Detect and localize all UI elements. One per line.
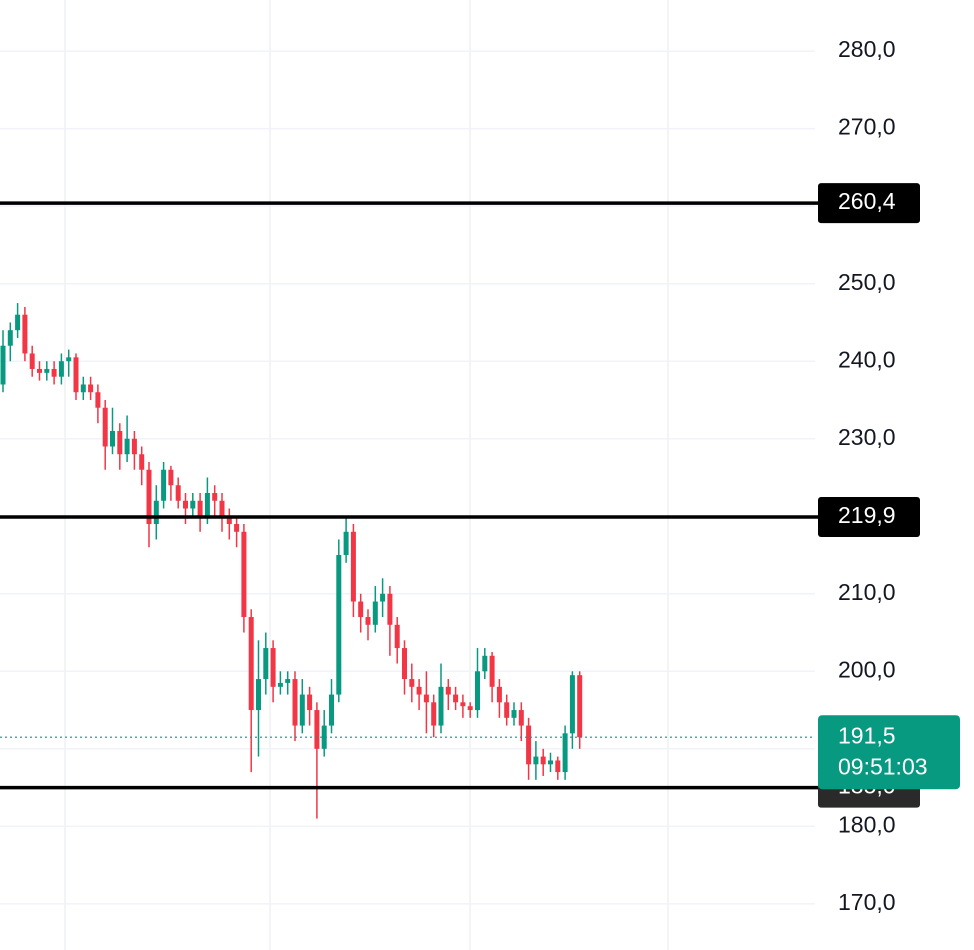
candle-body: [110, 430, 115, 447]
candle-body: [329, 694, 334, 726]
candle-body: [423, 694, 429, 703]
candle-body: [431, 702, 437, 726]
candle-body: [321, 725, 327, 749]
candle-body: [248, 617, 254, 711]
countdown-label: 09:51:03: [838, 753, 928, 779]
last-price-box: [818, 715, 960, 790]
candle-body: [256, 679, 261, 711]
candle-body: [467, 706, 473, 711]
y-tick-label: 270,0: [838, 114, 896, 140]
y-tick-label: 240,0: [838, 346, 896, 372]
candle-body: [358, 601, 364, 618]
candle-body: [0, 345, 6, 385]
candle-body: [58, 361, 64, 377]
candle-body: [533, 756, 539, 765]
candle-body: [577, 675, 583, 738]
candle-body: [80, 384, 86, 393]
candle-body: [204, 493, 210, 517]
candle-body: [22, 314, 28, 354]
y-tick-label: 210,0: [838, 579, 896, 605]
level-label: 219,9: [838, 502, 896, 528]
candle-body: [475, 671, 480, 711]
y-tick-label: 200,0: [838, 656, 896, 682]
candle-body: [292, 679, 298, 726]
candle-body: [562, 733, 568, 773]
candle-body: [270, 648, 276, 687]
y-tick-label: 170,0: [838, 889, 896, 915]
candle-body: [168, 469, 174, 486]
y-tick-label: 250,0: [838, 269, 896, 295]
candle-body: [314, 710, 320, 749]
candle-body: [365, 617, 371, 625]
candle-body: [299, 694, 305, 726]
candle-body: [124, 438, 130, 455]
candle-body: [153, 500, 159, 525]
candle-body: [7, 330, 13, 346]
y-tick-label: 180,0: [838, 811, 896, 837]
candle-body: [343, 531, 349, 556]
candle-body: [277, 682, 283, 687]
candle-body: [88, 384, 94, 393]
candle-body: [190, 500, 196, 509]
candle-body: [66, 357, 72, 362]
candle-body: [117, 430, 123, 455]
candle-body: [37, 368, 42, 373]
candle-body: [29, 353, 35, 369]
candle-body: [212, 493, 218, 501]
candle-body: [540, 756, 546, 765]
candle-body: [548, 760, 553, 765]
labels-layer: 170,0180,0190,0200,0210,0220,0230,0240,0…: [818, 36, 960, 915]
candle-body: [234, 524, 240, 532]
candle-body: [460, 702, 466, 707]
candle-body: [241, 531, 247, 618]
candle-body: [73, 357, 79, 393]
candle-body: [307, 694, 313, 711]
level-label: 260,4: [838, 188, 896, 214]
y-tick-label: 230,0: [838, 424, 896, 450]
candle-body: [183, 500, 188, 509]
candle-body: [402, 648, 407, 680]
candle-body: [146, 469, 152, 525]
level-label-box: [818, 183, 920, 224]
candle-body: [438, 686, 444, 726]
candle-body: [394, 624, 400, 649]
candle-body: [15, 314, 21, 331]
candle-body: [489, 655, 495, 687]
candle-body: [387, 593, 393, 625]
y-tick-label: 280,0: [838, 36, 896, 62]
candle-body: [51, 368, 57, 377]
candle-body: [285, 679, 291, 683]
marks-layer: [0, 201, 818, 819]
candle-body: [555, 760, 561, 773]
candle-body: [197, 500, 203, 517]
level-label-box: [818, 497, 920, 538]
candle-body: [175, 485, 181, 501]
last-price-label: 191,5: [838, 722, 896, 748]
candle-body: [350, 531, 356, 602]
candle-body: [131, 438, 137, 455]
candle-body: [569, 675, 575, 734]
candle-body: [445, 686, 451, 695]
candle-body: [263, 648, 269, 680]
candle-body: [409, 679, 415, 687]
candle-body: [102, 407, 108, 447]
candle-body: [496, 686, 502, 703]
candle-body: [511, 710, 517, 718]
candle-body: [482, 655, 488, 672]
candle-body: [44, 368, 50, 373]
candle-body: [518, 710, 524, 726]
candle-body: [95, 392, 101, 408]
candle-body: [380, 593, 386, 602]
candle-body: [161, 469, 167, 501]
candle-body: [453, 694, 459, 703]
candle-body: [226, 516, 232, 525]
candle-body: [372, 601, 378, 625]
candle-body: [139, 454, 145, 470]
candle-body: [219, 500, 225, 517]
candle-body: [416, 686, 422, 695]
candle-body: [336, 555, 342, 695]
candle-body: [526, 725, 532, 765]
candle-body: [504, 702, 510, 718]
